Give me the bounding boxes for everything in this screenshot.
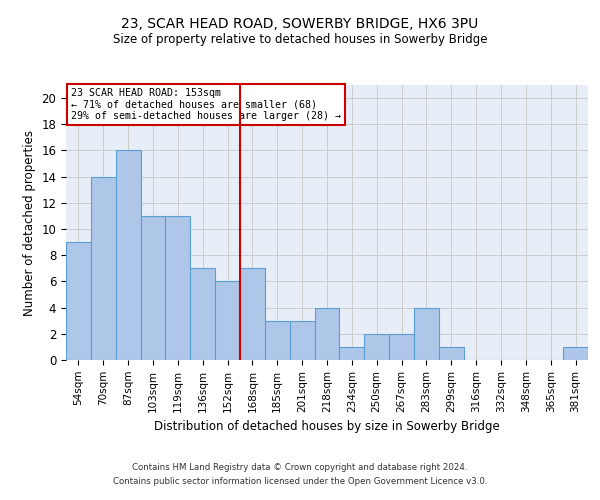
- Bar: [215, 282, 240, 360]
- Bar: [364, 334, 389, 360]
- Text: 23, SCAR HEAD ROAD, SOWERBY BRIDGE, HX6 3PU: 23, SCAR HEAD ROAD, SOWERBY BRIDGE, HX6 …: [121, 18, 479, 32]
- Bar: [240, 268, 265, 360]
- Y-axis label: Number of detached properties: Number of detached properties: [23, 130, 36, 316]
- Bar: [140, 216, 166, 360]
- Text: Size of property relative to detached houses in Sowerby Bridge: Size of property relative to detached ho…: [113, 32, 487, 46]
- Bar: [314, 308, 340, 360]
- Bar: [66, 242, 91, 360]
- Bar: [439, 347, 464, 360]
- Bar: [265, 320, 290, 360]
- Bar: [389, 334, 414, 360]
- Bar: [116, 150, 140, 360]
- Bar: [563, 347, 588, 360]
- X-axis label: Distribution of detached houses by size in Sowerby Bridge: Distribution of detached houses by size …: [154, 420, 500, 433]
- Bar: [91, 176, 116, 360]
- Bar: [414, 308, 439, 360]
- Text: Contains HM Land Registry data © Crown copyright and database right 2024.: Contains HM Land Registry data © Crown c…: [132, 464, 468, 472]
- Text: 23 SCAR HEAD ROAD: 153sqm
← 71% of detached houses are smaller (68)
29% of semi-: 23 SCAR HEAD ROAD: 153sqm ← 71% of detac…: [71, 88, 341, 121]
- Text: Contains public sector information licensed under the Open Government Licence v3: Contains public sector information licen…: [113, 477, 487, 486]
- Bar: [190, 268, 215, 360]
- Bar: [290, 320, 314, 360]
- Bar: [166, 216, 190, 360]
- Bar: [340, 347, 364, 360]
